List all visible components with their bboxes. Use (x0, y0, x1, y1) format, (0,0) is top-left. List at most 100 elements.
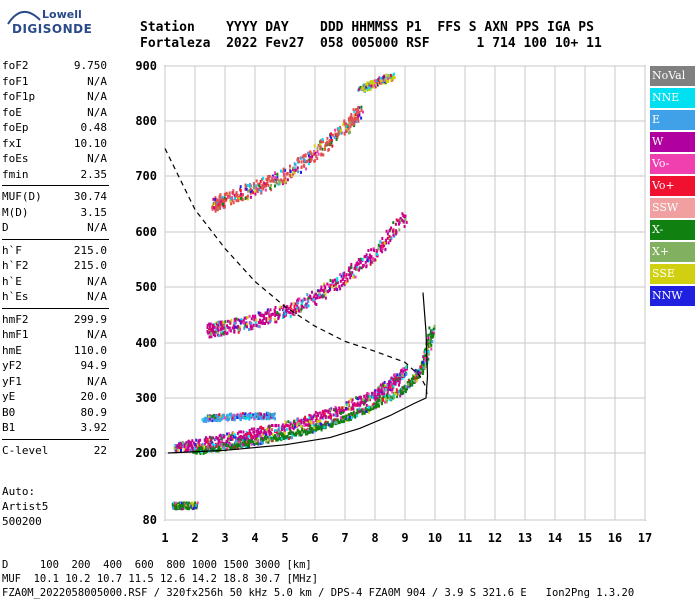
echo-mark (389, 379, 392, 383)
echo-mark (243, 434, 246, 438)
echo-mark (276, 176, 279, 180)
echo-mark (369, 262, 372, 266)
echo-mark (331, 144, 334, 148)
echo-mark (302, 305, 305, 309)
echo-mark (365, 403, 368, 407)
echo-mark (319, 143, 322, 147)
echo-mark (230, 415, 233, 419)
echo-mark (275, 438, 278, 442)
echo-mark (264, 322, 266, 325)
echo-mark (315, 303, 318, 306)
auto-label: Auto: (2, 485, 36, 498)
legend-item: NNE (650, 88, 695, 108)
echo-mark (217, 334, 220, 338)
echo-mark (210, 335, 213, 339)
echo-mark (322, 140, 324, 144)
echo-mark (381, 402, 383, 406)
echo-mark (206, 440, 209, 444)
echo-mark (175, 505, 178, 509)
echo-mark (230, 318, 233, 322)
echo-mark (342, 274, 345, 278)
param-key: foE (2, 105, 22, 119)
legend-item: X+ (650, 242, 695, 262)
footer-distance: D 100 200 400 600 800 1000 1500 3000 [km… (2, 559, 312, 571)
echo-mark (268, 417, 271, 421)
echo-mark (315, 426, 318, 430)
echo-mark (326, 140, 328, 144)
echo-mark (239, 319, 241, 323)
echo-mark (226, 432, 229, 436)
echo-mark (278, 307, 281, 311)
echo-mark (334, 278, 336, 282)
echo-mark (268, 432, 271, 436)
echo-mark (358, 266, 361, 270)
echo-mark (232, 431, 235, 435)
polarization-legend: NoVal NNE E W Vo- Vo+ SSW X- X+ SSE NNW (650, 66, 695, 308)
echo-mark (307, 158, 310, 162)
echo-mark (278, 179, 281, 183)
echo-mark (270, 431, 273, 435)
echo-mark (217, 439, 220, 443)
echo-mark (265, 437, 268, 441)
echo-mark (204, 440, 207, 444)
echo-mark (316, 420, 319, 424)
echo-mark (255, 189, 258, 193)
echo-mark (348, 266, 351, 270)
echo-mark (207, 416, 210, 419)
station-header: Station YYYY DAY DDD HHMMSS P1 FFS S AXN… (140, 20, 602, 52)
echo-mark (336, 409, 338, 413)
param-value: N/A (87, 374, 107, 388)
echo-mark (360, 398, 363, 402)
echo-trace (201, 411, 276, 423)
echo-mark (264, 188, 267, 192)
echo-mark (339, 279, 342, 283)
param-key: h`F2 (2, 259, 29, 272)
echo-mark (219, 202, 222, 206)
echo-mark (390, 237, 393, 241)
echo-mark (198, 443, 201, 447)
echo-mark (348, 413, 351, 417)
echo-mark (239, 412, 242, 416)
echo-mark (244, 187, 247, 191)
echo-mark (423, 354, 426, 358)
echo-mark (407, 385, 410, 389)
echo-mark (389, 74, 392, 78)
x-tick-label: 14 (548, 531, 562, 545)
echo-mark (246, 323, 249, 326)
echo-mark (182, 501, 185, 505)
echo-mark (360, 266, 363, 270)
echo-mark (358, 110, 361, 114)
echo-mark (304, 415, 307, 419)
echo-mark (247, 444, 249, 448)
echo-mark (311, 417, 314, 421)
echo-mark (211, 326, 214, 330)
echo-mark (324, 142, 327, 146)
echo-mark (395, 388, 398, 392)
echo-mark (274, 312, 277, 316)
echo-mark (274, 176, 277, 180)
echo-mark (262, 185, 265, 189)
echo-mark (396, 391, 399, 395)
echo-mark (204, 438, 206, 442)
echo-mark (230, 446, 233, 450)
echo-mark (385, 78, 388, 82)
echo-mark (299, 309, 302, 313)
echo-mark (239, 189, 242, 192)
echo-mark (217, 323, 220, 327)
echo-mark (271, 175, 274, 179)
echo-mark (177, 446, 179, 450)
echo-mark (217, 320, 220, 324)
echo-mark (317, 152, 320, 156)
echo-mark (375, 403, 378, 406)
echo-mark (340, 131, 343, 135)
echo-mark (382, 383, 385, 387)
echo-mark (394, 376, 397, 380)
echo-mark (187, 447, 190, 451)
echo-mark (409, 380, 412, 384)
echo-mark (392, 377, 395, 381)
echo-mark (229, 199, 232, 203)
echo-mark (352, 118, 355, 122)
echo-mark (390, 383, 393, 387)
param-row: foEp 0.48 (2, 120, 109, 136)
echo-mark (357, 114, 360, 118)
